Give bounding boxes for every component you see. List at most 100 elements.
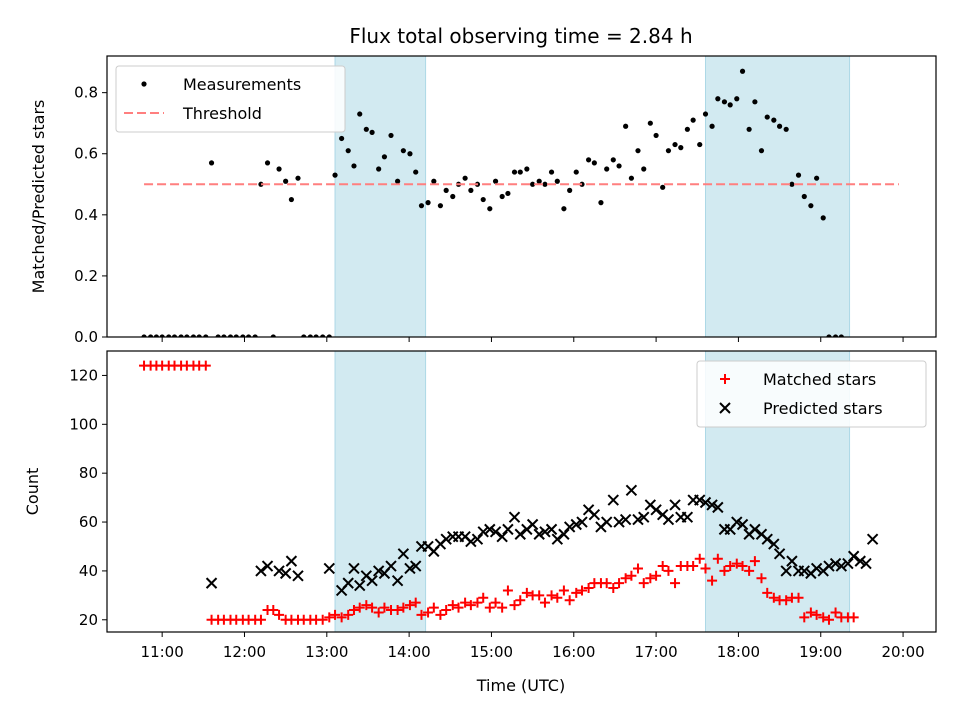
measurement-point (598, 200, 604, 206)
measurement-point (153, 334, 159, 337)
predicted-star-marker (404, 562, 416, 575)
y-tick-label: 100 (69, 415, 98, 433)
measurement-point (332, 172, 338, 178)
matched-star-marker (274, 609, 285, 620)
predicted-star-marker (545, 523, 558, 536)
measurement-point (548, 169, 555, 175)
measurement-point (771, 117, 777, 123)
matched-star-marker (453, 602, 464, 613)
matched-star-marker (601, 578, 612, 589)
matched-star-marker (447, 600, 458, 611)
measurement-point (573, 169, 579, 175)
measurement-point (635, 148, 641, 154)
measurement-point (888, 0, 893, 3)
measurement-point (203, 334, 209, 337)
measurement-point (166, 334, 172, 337)
predicted-star-marker (619, 513, 632, 526)
matched-star-marker (638, 578, 649, 589)
predicted-star-marker (823, 560, 835, 572)
matched-star-marker (564, 595, 575, 606)
measurement-point (320, 334, 326, 337)
legend-label: Predicted stars (763, 399, 883, 418)
measurement-point (326, 334, 332, 337)
measurement-point (487, 206, 493, 212)
x-tick-label: 13:00 (305, 643, 348, 661)
predicted-star-marker (736, 518, 749, 531)
predicted-star-marker (600, 516, 613, 528)
bottom-panel: 11:00 12:00 13:00 14:00 15:00 16:00 17:00 18:00… (23, 350, 937, 661)
measurement-point (665, 148, 672, 154)
chart-title: Flux total observing time = 2.84 h (349, 24, 692, 48)
measurement-point (395, 178, 401, 184)
legend-box (115, 65, 346, 133)
measurement-point (208, 160, 215, 166)
predicted-star-marker (681, 511, 694, 523)
y-tick-label: 0.2 (74, 267, 98, 285)
measurement-point (369, 129, 375, 135)
matched-star-marker (317, 614, 328, 625)
matched-star-marker (620, 573, 631, 584)
measurement-point (895, 0, 900, 3)
measurement-point (585, 157, 592, 163)
plot-frame (106, 55, 937, 338)
matched-star-marker (484, 602, 495, 613)
legend-box (696, 360, 927, 428)
predicted-star-marker (385, 560, 397, 572)
predicted-star-marker (749, 523, 761, 536)
measurement-point (313, 334, 319, 337)
matched-star-marker (435, 609, 446, 620)
matched-star-marker (539, 597, 550, 608)
measurement-point (530, 181, 536, 187)
series-matched-stars (139, 360, 859, 625)
measurement-point (739, 68, 746, 74)
measurement-point (567, 187, 573, 193)
matched-star-marker (404, 600, 415, 611)
x-tick-label: 18:00 (717, 643, 760, 661)
measurement-point (628, 175, 635, 181)
predicted-star-marker (780, 565, 792, 577)
measurement-point (264, 160, 271, 166)
x-tick-label: 12:00 (223, 643, 266, 661)
predicted-star-marker (440, 533, 452, 545)
measurement-point (734, 96, 740, 102)
measurement-point (190, 334, 197, 337)
matched-star-marker (423, 607, 434, 618)
measurement-point (820, 215, 826, 221)
matched-star-marker (441, 605, 452, 616)
predicted-star-marker (694, 494, 706, 506)
measurement-point (561, 206, 567, 212)
matched-star-marker (725, 561, 736, 572)
predicted-star-marker (285, 555, 298, 567)
series-measurements (141, 0, 900, 337)
predicted-star-marker (588, 509, 601, 521)
matched-star-marker (719, 565, 730, 576)
matched-star-marker (756, 573, 767, 584)
matched-star-marker (830, 607, 841, 618)
matched-star-marker (478, 592, 489, 603)
matched-star-marker (330, 609, 341, 620)
predicted-star-marker (255, 565, 267, 577)
predicted-star-marker (496, 530, 508, 543)
legend-label: Threshold (182, 104, 262, 123)
matched-star-marker (768, 592, 779, 603)
measurement-point (672, 141, 678, 148)
measurement-point (339, 135, 345, 142)
predicted-star-marker (576, 516, 588, 528)
matched-star-marker (460, 597, 471, 608)
measurement-point (295, 175, 301, 181)
measurement-point (468, 187, 474, 193)
measurement-point (709, 123, 715, 129)
legend: Matched stars Predicted stars (696, 360, 927, 428)
predicted-star-marker (638, 511, 650, 523)
matched-star-marker (410, 597, 421, 608)
predicted-star-marker (706, 499, 718, 511)
matched-star-marker (793, 592, 804, 603)
measurement-point (233, 334, 239, 337)
measurement-point (148, 334, 154, 337)
matched-star-marker (608, 583, 619, 594)
predicted-star-marker (570, 518, 582, 531)
matched-star-marker (428, 602, 439, 613)
matched-star-marker (324, 612, 335, 623)
matched-star-marker (731, 558, 742, 569)
series-predicted-stars (205, 484, 879, 597)
